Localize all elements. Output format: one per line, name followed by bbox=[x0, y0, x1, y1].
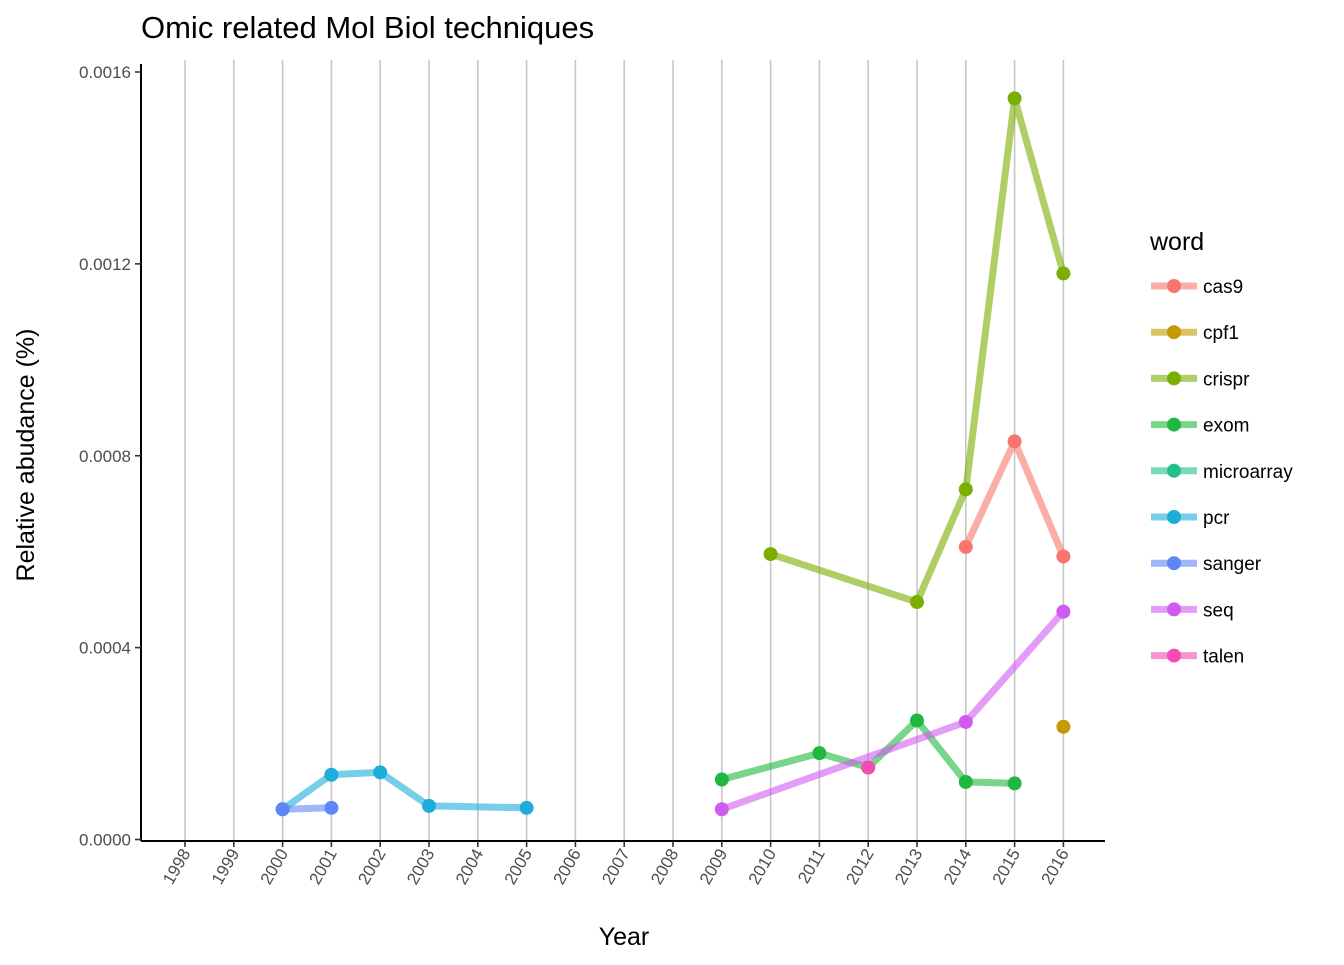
legend-label-sanger: sanger bbox=[1203, 554, 1262, 575]
y-tick-label: 0.0008 bbox=[79, 447, 131, 466]
y-axis-ticks: 0.0000 0.0004 0.0008 0.0012 0.0016 bbox=[79, 63, 141, 850]
x-axis-ticks: 1998 1999 2000 2001 2002 2003 2004 2005 2006 2007… bbox=[159, 841, 1073, 888]
point-pcr-2003 bbox=[422, 798, 436, 813]
legend-key-dot-exom bbox=[1167, 417, 1181, 432]
point-crispr-2015 bbox=[1007, 91, 1022, 106]
point-seq-2016 bbox=[1056, 604, 1071, 619]
point-cpf1-2016 bbox=[1056, 719, 1071, 734]
point-exom-2011 bbox=[812, 746, 827, 761]
point-cas9-2016 bbox=[1056, 549, 1071, 564]
x-tick-label: 2012 bbox=[842, 846, 877, 888]
x-tick-label: 2015 bbox=[989, 846, 1024, 888]
y-tick-label: 0.0004 bbox=[79, 639, 131, 658]
chart-title: Omic related Mol Biol techniques bbox=[141, 10, 594, 45]
x-tick-label: 2004 bbox=[452, 846, 487, 888]
x-tick-label: 1998 bbox=[159, 846, 194, 888]
x-tick-label: 2010 bbox=[745, 846, 780, 888]
point-cas9-2014 bbox=[958, 539, 973, 554]
point-seq-2014 bbox=[958, 714, 973, 729]
point-crispr-2014 bbox=[958, 482, 973, 497]
legend-key-dot-crispr bbox=[1167, 371, 1181, 386]
y-tick-label: 0.0016 bbox=[79, 63, 131, 82]
legend-label-exom: exom bbox=[1203, 416, 1249, 437]
point-sanger-2001 bbox=[324, 800, 339, 815]
legend: word cas9 cpf1 crispr exom microarray pcr sang… bbox=[1149, 228, 1293, 668]
legend-key-dot-seq bbox=[1167, 602, 1181, 617]
point-crispr-2010 bbox=[763, 547, 778, 562]
y-axis-title: Relative abudance (%) bbox=[12, 329, 40, 582]
legend-key-dot-pcr bbox=[1167, 510, 1181, 524]
x-tick-label: 2007 bbox=[598, 846, 633, 888]
x-axis-title: Year bbox=[599, 923, 650, 951]
x-tick-label: 2006 bbox=[549, 846, 584, 888]
legend-label-pcr: pcr bbox=[1203, 508, 1230, 529]
x-tick-label: 2009 bbox=[696, 846, 731, 888]
legend-label-seq: seq bbox=[1203, 600, 1234, 621]
point-exom-2013 bbox=[910, 713, 924, 728]
x-tick-label: 2002 bbox=[354, 846, 389, 888]
x-tick-label: 2000 bbox=[257, 846, 292, 888]
legend-label-cas9: cas9 bbox=[1203, 277, 1243, 298]
x-tick-label: 2005 bbox=[501, 846, 536, 888]
point-talen-2012 bbox=[861, 760, 876, 775]
point-exom-2015 bbox=[1007, 776, 1022, 791]
point-exom-2009 bbox=[714, 772, 729, 787]
point-pcr-2001 bbox=[324, 767, 339, 782]
y-tick-label: 0.0000 bbox=[79, 831, 131, 850]
x-tick-label: 2011 bbox=[794, 846, 829, 887]
grid-lines bbox=[184, 60, 1065, 841]
x-tick-label: 2016 bbox=[1037, 846, 1072, 888]
point-seq-2009 bbox=[714, 802, 729, 817]
legend-key-dot-cas9 bbox=[1167, 279, 1181, 293]
series-line-pcr bbox=[280, 768, 527, 813]
legend-label-talen: talen bbox=[1203, 647, 1244, 668]
series-line-exom bbox=[720, 717, 1015, 787]
x-tick-label: 2008 bbox=[647, 846, 682, 888]
point-crispr-2013 bbox=[910, 595, 924, 610]
point-exom-2014 bbox=[958, 774, 973, 789]
point-crispr-2016 bbox=[1056, 266, 1071, 281]
x-tick-label: 2001 bbox=[305, 846, 340, 888]
point-cas9-2015 bbox=[1007, 434, 1022, 449]
point-sanger-2000 bbox=[275, 802, 290, 817]
point-pcr-2002 bbox=[373, 765, 388, 780]
legend-label-cpf1: cpf1 bbox=[1203, 323, 1239, 344]
axes bbox=[140, 64, 1105, 842]
legend-key-dot-sanger bbox=[1167, 556, 1181, 571]
y-tick-label: 0.0012 bbox=[79, 255, 131, 274]
point-pcr-2005 bbox=[519, 800, 534, 815]
legend-items: cas9 cpf1 crispr exom microarray pcr sanger seq… bbox=[1151, 277, 1293, 668]
legend-label-crispr: crispr bbox=[1203, 369, 1250, 390]
legend-label-microarray: microarray bbox=[1203, 462, 1293, 483]
legend-key-dot-microarray bbox=[1167, 463, 1181, 478]
legend-key-dot-talen bbox=[1167, 648, 1181, 663]
series-points bbox=[275, 91, 1071, 817]
x-tick-label: 1999 bbox=[208, 846, 243, 888]
x-tick-label: 2014 bbox=[940, 846, 975, 888]
legend-key-dot-cpf1 bbox=[1167, 325, 1181, 340]
legend-title: word bbox=[1149, 228, 1204, 256]
x-tick-label: 2003 bbox=[403, 846, 438, 888]
x-tick-label: 2013 bbox=[891, 846, 926, 888]
series-line-sanger bbox=[282, 804, 332, 813]
